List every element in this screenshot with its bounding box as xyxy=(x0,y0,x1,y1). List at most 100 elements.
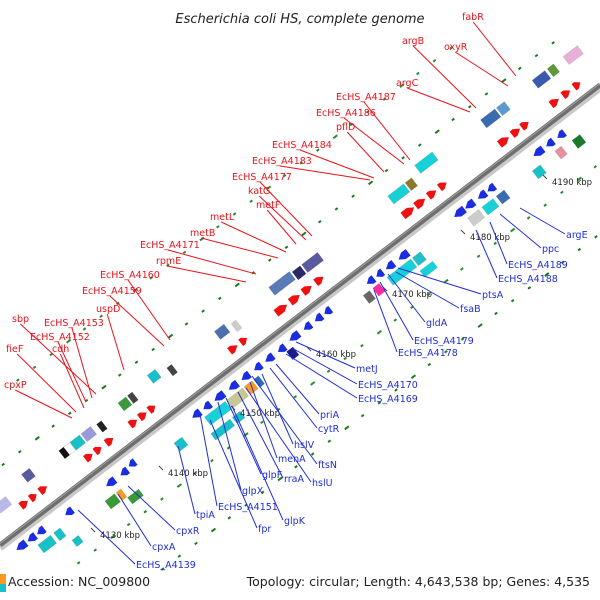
reverse-gene-arrow xyxy=(254,361,264,371)
svg-text:EcHS_A4183: EcHS_A4183 xyxy=(252,156,312,167)
forward-gene-label: EcHS_A4159 xyxy=(82,286,165,347)
ring-dot xyxy=(82,327,87,331)
forward-gene-arrow xyxy=(227,345,238,355)
ring-dot xyxy=(210,458,214,463)
ring-dot xyxy=(1,462,5,467)
gene-box xyxy=(268,271,296,296)
ring-dot xyxy=(176,483,182,488)
forward-gene-arrow xyxy=(18,500,28,510)
ring-dot xyxy=(284,245,289,249)
ring-dot xyxy=(543,203,548,207)
ring-dot xyxy=(594,235,598,239)
svg-text:sbp: sbp xyxy=(12,314,29,325)
ring-dot xyxy=(194,541,198,546)
ring-dot xyxy=(360,413,365,418)
reverse-gene-arrow xyxy=(533,145,546,157)
gene-box xyxy=(230,319,243,333)
svg-text:tpiA: tpiA xyxy=(196,510,215,521)
reverse-gene-arrow xyxy=(289,330,302,341)
ring-dot xyxy=(399,83,405,88)
forward-gene-label: uspD xyxy=(96,304,125,371)
forward-gene-arrow xyxy=(413,198,426,210)
gene-box xyxy=(214,323,231,340)
svg-text:argC: argC xyxy=(396,78,419,89)
ring-dot xyxy=(182,250,187,255)
gene-box xyxy=(204,401,232,426)
reverse-gene-label: EcHS_A4169 xyxy=(285,353,418,405)
gene-box xyxy=(21,467,36,483)
forward-gene-arrow xyxy=(519,121,529,131)
gene-box xyxy=(387,183,411,205)
ring-dot xyxy=(593,165,598,169)
reverse-gene-label: cpxR xyxy=(127,485,200,537)
forward-gene-label: cpxP xyxy=(4,380,73,419)
svg-text:ppc: ppc xyxy=(542,244,559,255)
gene-box xyxy=(173,436,189,452)
reverse-gene-arrow xyxy=(106,476,118,487)
ring-dot xyxy=(460,337,465,341)
svg-text:pflD: pflD xyxy=(336,122,355,133)
ring-dot xyxy=(444,350,448,354)
ring-dot xyxy=(110,534,116,540)
scale-tick-mark xyxy=(158,465,164,471)
svg-text:menA: menA xyxy=(278,454,306,465)
forward-gene-label: EcHS_A4153 xyxy=(44,318,104,399)
forward-gene-label: fieF xyxy=(6,344,77,413)
ring-dot xyxy=(517,66,522,71)
ring-dot xyxy=(343,356,348,361)
svg-text:EcHS_A4171: EcHS_A4171 xyxy=(140,240,200,251)
gene-box xyxy=(37,534,57,554)
ring-dot xyxy=(510,227,516,233)
ring-dot xyxy=(577,247,582,252)
ring-dot xyxy=(526,216,531,220)
reverse-gene-label: menA xyxy=(249,381,306,465)
forward-gene-label: EcHS_A4184 xyxy=(272,140,375,179)
scale-tick-label: 4190 kbp xyxy=(552,178,592,188)
svg-text:EcHS_A4170: EcHS_A4170 xyxy=(358,380,418,391)
svg-text:cdh: cdh xyxy=(52,344,69,355)
gene-box xyxy=(480,108,502,129)
scale-tick-mark xyxy=(542,174,548,180)
scale-tick-label: 4140 kbp xyxy=(168,469,208,479)
gene-box xyxy=(117,396,133,412)
ring-dot xyxy=(166,263,170,267)
reverse-gene-arrow xyxy=(277,343,288,353)
ring-dot xyxy=(332,134,338,140)
ring-dot xyxy=(134,360,139,364)
reverse-gene-arrow xyxy=(314,312,325,322)
gene-box xyxy=(301,252,324,273)
forward-gene-arrow xyxy=(400,207,415,220)
ring-dot xyxy=(160,567,165,571)
svg-text:cpxA: cpxA xyxy=(152,542,176,553)
ring-dot xyxy=(199,236,205,242)
forward-gene-arrow xyxy=(313,276,324,287)
svg-text:cpxP: cpxP xyxy=(4,380,27,391)
forward-gene-arrow xyxy=(137,412,147,422)
gene-box xyxy=(127,391,139,404)
gene-box xyxy=(554,145,568,160)
forward-gene-arrow xyxy=(425,190,437,200)
reverse-gene-label: argE xyxy=(519,207,588,241)
ring-dot xyxy=(534,53,539,58)
svg-text:EcHS_A4188: EcHS_A4188 xyxy=(498,274,558,285)
gene-box xyxy=(419,260,438,278)
svg-text:gldA: gldA xyxy=(426,318,448,329)
svg-text:EcHS_A4189: EcHS_A4189 xyxy=(508,260,568,271)
gene-box xyxy=(96,420,108,433)
forward-gene-label: argB xyxy=(402,36,477,109)
gene-box xyxy=(291,265,307,281)
svg-text:EcHS_A4179: EcHS_A4179 xyxy=(414,336,474,347)
ring-dot xyxy=(417,143,422,147)
svg-text:EcHS_A4186: EcHS_A4186 xyxy=(316,108,376,119)
reverse-gene-arrow xyxy=(265,352,276,362)
reverse-gene-label: ppc xyxy=(499,213,559,255)
ring-dot xyxy=(151,347,155,352)
forward-gene-label: EcHS_A4171 xyxy=(140,240,257,275)
reverse-gene-label: fsaB xyxy=(395,271,481,315)
scale-tick-label: 4150 kbp xyxy=(240,409,280,419)
ring-dot xyxy=(382,97,387,101)
ring-dot xyxy=(18,449,22,454)
svg-text:EcHS_A4177: EcHS_A4177 xyxy=(232,172,292,183)
ring-dot xyxy=(449,46,453,50)
forward-gene-label: argC xyxy=(396,78,471,113)
